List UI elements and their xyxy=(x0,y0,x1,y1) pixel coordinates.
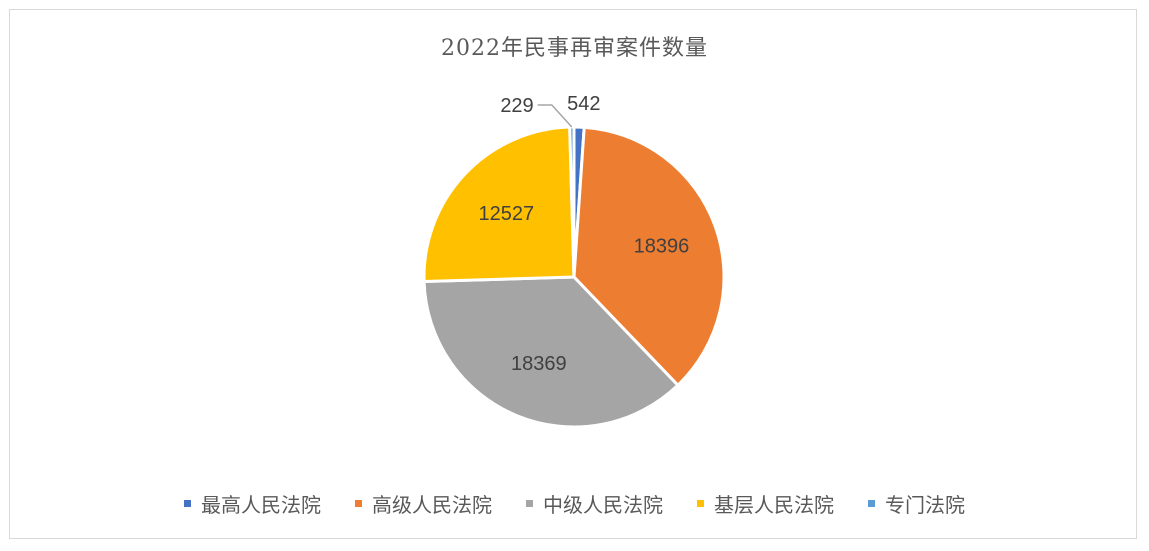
data-label-4: 12527 xyxy=(478,203,534,225)
legend-label-5: 专门法院 xyxy=(885,493,965,517)
pie-slice-3 xyxy=(422,275,680,429)
pie-slice-2 xyxy=(572,125,726,387)
data-label-5: 229 xyxy=(500,95,533,117)
legend-label-2: 高级人民法院 xyxy=(372,493,492,517)
legend-swatch-3 xyxy=(526,500,533,507)
legend-swatch-1 xyxy=(184,500,191,507)
data-label-3: 18369 xyxy=(511,353,567,375)
pie-slice-4 xyxy=(422,125,576,284)
data-label-2: 18396 xyxy=(634,235,690,257)
legend-swatch-4 xyxy=(697,500,704,507)
legend-swatch-2 xyxy=(355,500,362,507)
legend-label-3: 中级人民法院 xyxy=(543,493,663,517)
legend-item-5: 专门法院 xyxy=(868,489,965,518)
legend-item-4: 基层人民法院 xyxy=(697,489,834,518)
data-label-1: 542 xyxy=(567,93,600,115)
legend-label-4: 基层人民法院 xyxy=(714,493,834,517)
legend-item-1: 最高人民法院 xyxy=(184,489,321,518)
chart-title: 2022年民事再审案件数量 xyxy=(441,36,708,61)
leader-line-5 xyxy=(537,104,573,128)
legend-item-3: 中级人民法院 xyxy=(526,489,663,518)
chart-legend: 最高人民法院 高级人民法院 中级人民法院 基层人民法院 专门法院 xyxy=(0,489,1149,518)
legend-swatch-5 xyxy=(868,500,875,507)
pie-slice-5 xyxy=(568,125,576,279)
legend-item-2: 高级人民法院 xyxy=(355,489,492,518)
legend-label-1: 最高人民法院 xyxy=(201,493,321,517)
